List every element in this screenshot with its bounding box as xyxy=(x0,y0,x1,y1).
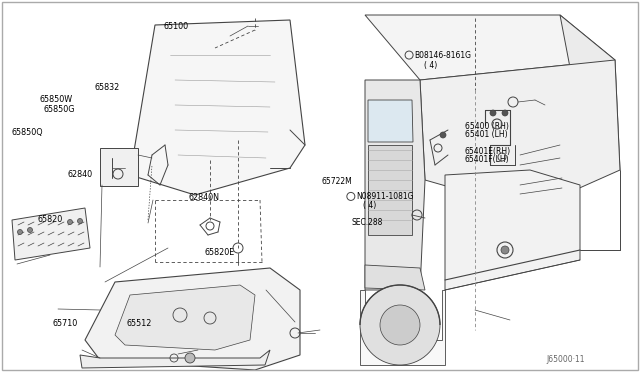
Text: 65850W: 65850W xyxy=(40,95,73,104)
Circle shape xyxy=(28,228,33,232)
Text: 62840N: 62840N xyxy=(189,193,220,202)
Text: 65512: 65512 xyxy=(127,319,152,328)
Circle shape xyxy=(380,305,420,345)
Text: 65401F(LH): 65401F(LH) xyxy=(465,155,509,164)
Polygon shape xyxy=(85,268,300,370)
Circle shape xyxy=(360,285,440,365)
Polygon shape xyxy=(368,145,412,235)
Circle shape xyxy=(501,246,509,254)
Text: 65400 (RH): 65400 (RH) xyxy=(465,122,509,131)
Text: J65000·11: J65000·11 xyxy=(547,356,585,365)
Text: 65722M: 65722M xyxy=(321,177,352,186)
Circle shape xyxy=(490,110,496,116)
Text: 62840: 62840 xyxy=(67,170,92,179)
Text: 65401E(RH): 65401E(RH) xyxy=(465,147,511,156)
Circle shape xyxy=(77,218,83,224)
Polygon shape xyxy=(365,80,425,290)
Text: 65850Q: 65850Q xyxy=(12,128,43,137)
Bar xyxy=(100,148,138,186)
Text: 65850G: 65850G xyxy=(44,105,75,114)
Polygon shape xyxy=(360,290,445,365)
Circle shape xyxy=(440,132,446,138)
Text: ( 4): ( 4) xyxy=(363,201,376,210)
Polygon shape xyxy=(115,285,255,350)
Polygon shape xyxy=(130,20,305,195)
Circle shape xyxy=(67,219,72,224)
Polygon shape xyxy=(420,60,620,210)
Circle shape xyxy=(502,110,508,116)
Text: B08146-8161G: B08146-8161G xyxy=(414,51,471,60)
Circle shape xyxy=(17,230,22,234)
Text: ( 4): ( 4) xyxy=(424,61,438,70)
Text: 65401 (LH): 65401 (LH) xyxy=(465,130,508,139)
Text: SEC.288: SEC.288 xyxy=(352,218,383,227)
Circle shape xyxy=(185,353,195,363)
Polygon shape xyxy=(560,15,620,170)
Text: 65710: 65710 xyxy=(52,319,77,328)
Polygon shape xyxy=(445,170,580,290)
Text: 65820E: 65820E xyxy=(205,248,235,257)
Polygon shape xyxy=(365,15,615,80)
Text: 65832: 65832 xyxy=(95,83,120,92)
Polygon shape xyxy=(365,265,425,290)
Polygon shape xyxy=(80,350,270,368)
Text: 65820: 65820 xyxy=(37,215,62,224)
Text: N08911-1081G: N08911-1081G xyxy=(356,192,413,201)
Polygon shape xyxy=(368,100,413,142)
Text: 65100: 65100 xyxy=(163,22,188,31)
Polygon shape xyxy=(12,208,90,260)
